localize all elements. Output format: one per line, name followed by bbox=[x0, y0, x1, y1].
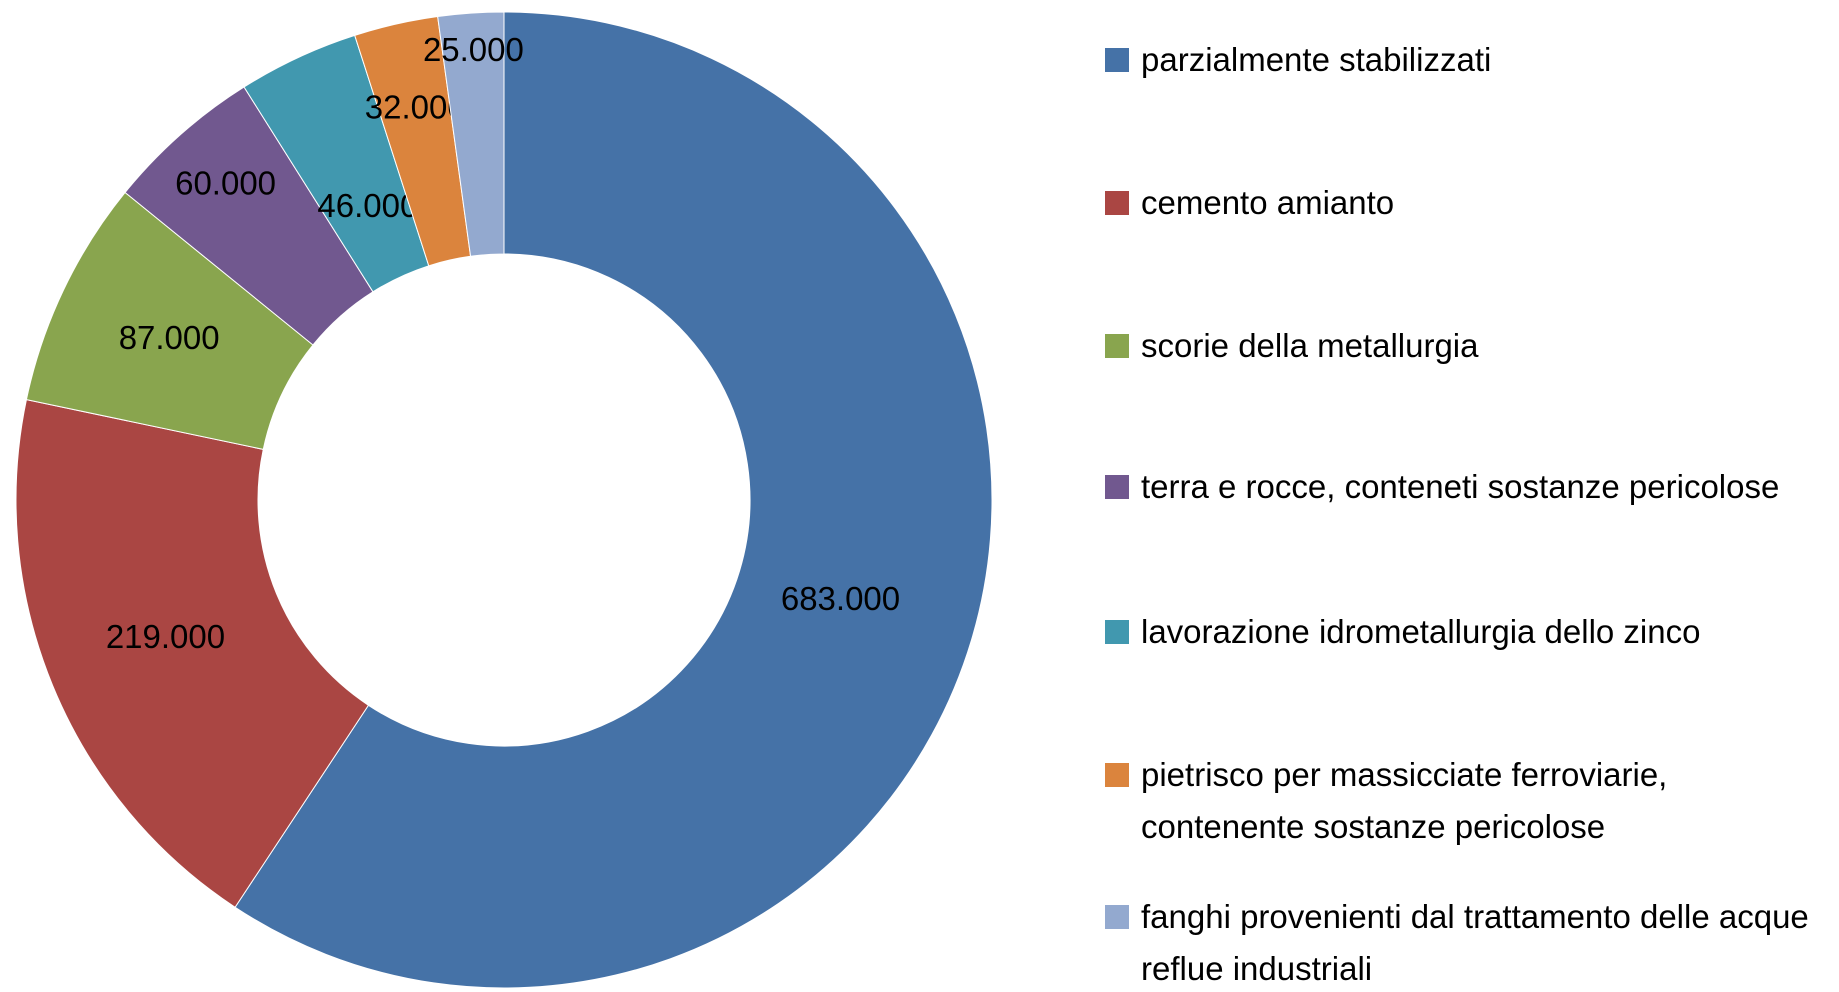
donut-slice bbox=[437, 11, 505, 257]
donut-slice bbox=[234, 11, 993, 989]
legend-swatch bbox=[1105, 475, 1129, 499]
data-label: 87.000 bbox=[119, 319, 220, 356]
legend-label: pietrisco per massicciate ferroviarie, c… bbox=[1141, 756, 1668, 845]
legend-entry: pietrisco per massicciate ferroviarie, c… bbox=[1105, 749, 1825, 853]
legend-label: terra e rocce, conteneti sostanze perico… bbox=[1141, 468, 1780, 505]
data-label: 683.000 bbox=[781, 580, 900, 617]
legend-swatch bbox=[1105, 763, 1129, 787]
donut-slice bbox=[15, 398, 370, 908]
legend-label: scorie della metallurgia bbox=[1141, 327, 1479, 364]
legend-label: cemento amianto bbox=[1141, 184, 1395, 221]
legend-swatch bbox=[1105, 905, 1129, 929]
data-label: 219.000 bbox=[106, 618, 225, 655]
data-label: 46.000 bbox=[317, 187, 418, 224]
legend-label: parzialmente stabilizzati bbox=[1141, 41, 1492, 78]
legend-entry: parzialmente stabilizzati bbox=[1105, 34, 1825, 86]
legend-swatch bbox=[1105, 334, 1129, 358]
legend-entry: scorie della metallurgia bbox=[1105, 320, 1825, 372]
legend-entry: fanghi provenienti dal trattamento delle… bbox=[1105, 891, 1825, 992]
legend-label: lavorazione idrometallurgia dello zinco bbox=[1141, 613, 1701, 650]
legend-label: fanghi provenienti dal trattamento delle… bbox=[1141, 898, 1809, 987]
legend-entry: cemento amianto bbox=[1105, 177, 1825, 229]
legend-swatch bbox=[1105, 620, 1129, 644]
legend-swatch bbox=[1105, 48, 1129, 72]
legend-swatch bbox=[1105, 191, 1129, 215]
legend-entry: terra e rocce, conteneti sostanze perico… bbox=[1105, 461, 1825, 513]
data-label: 25.000 bbox=[423, 31, 524, 68]
data-label: 60.000 bbox=[175, 165, 276, 202]
legend-entry: lavorazione idrometallurgia dello zinco bbox=[1105, 606, 1825, 658]
